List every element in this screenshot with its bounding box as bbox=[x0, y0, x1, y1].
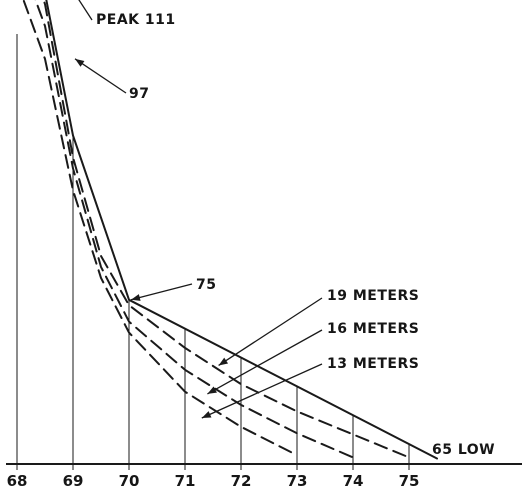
x-tick-label: 75 bbox=[399, 472, 420, 490]
annotation-13-meters: 13 METERS bbox=[327, 356, 419, 372]
axes bbox=[6, 34, 522, 465]
series-line-1 bbox=[45, 0, 438, 460]
arrow-16-meters bbox=[207, 329, 323, 395]
arrow-16-meters-head bbox=[207, 386, 217, 394]
annotation-labels: PEAK 111 97 75 19 METERS 16 METERS 13 METERS 6… bbox=[96, 12, 495, 458]
vertical-guide-lines bbox=[72, 135, 410, 464]
arrow-13-meters-head bbox=[201, 411, 212, 419]
series-group bbox=[22, 0, 438, 460]
arrow-19-meters bbox=[218, 297, 323, 366]
x-tick-label: 68 bbox=[7, 472, 28, 490]
x-tick-labels: 68 69 70 71 72 73 74 75 bbox=[7, 464, 420, 490]
x-tick-label: 69 bbox=[63, 472, 84, 490]
arrow-75-head bbox=[131, 294, 141, 301]
x-tick-label: 72 bbox=[231, 472, 252, 490]
annotation-peak: PEAK 111 bbox=[96, 12, 176, 28]
series-line-4 bbox=[22, 0, 298, 457]
annotation-65-low: 65 LOW bbox=[432, 442, 495, 458]
x-tick-label: 70 bbox=[119, 472, 140, 490]
arrow-19-meters-head bbox=[218, 357, 229, 366]
x-tick-label: 74 bbox=[343, 472, 364, 490]
arrow-75 bbox=[130, 283, 193, 301]
arrow-peak bbox=[78, 0, 93, 21]
series-line-2 bbox=[42, 0, 410, 459]
annotation-97: 97 bbox=[129, 86, 149, 102]
arrow-97-head bbox=[75, 58, 85, 67]
annotation-75: 75 bbox=[196, 277, 216, 293]
x-tick-label: 73 bbox=[287, 472, 308, 490]
arrow-97 bbox=[74, 58, 127, 94]
annotation-16-meters: 16 METERS bbox=[327, 321, 419, 337]
annotation-19-meters: 19 METERS bbox=[327, 288, 419, 304]
arrow-13-meters bbox=[201, 363, 323, 419]
x-tick-label: 71 bbox=[175, 472, 196, 490]
series-line-3 bbox=[34, 0, 354, 459]
annotation-arrows bbox=[74, 0, 323, 419]
